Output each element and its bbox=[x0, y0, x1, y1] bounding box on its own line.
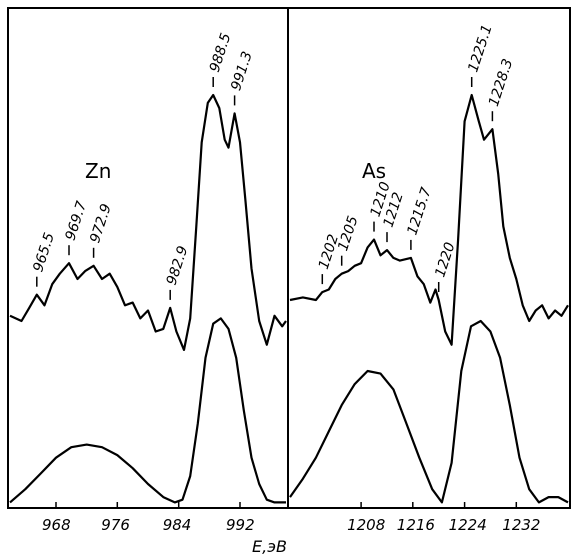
zn-x-tick-label-0: 968 bbox=[42, 516, 71, 534]
as-series-lower-line bbox=[289, 319, 569, 504]
zn-peak-label-0: 965.5 bbox=[30, 231, 58, 274]
zn-panel-label: Zn bbox=[85, 159, 111, 183]
zn-series-lower-line bbox=[9, 317, 286, 504]
zn-series-upper-line bbox=[9, 93, 287, 351]
as-series-group bbox=[289, 93, 569, 504]
zn-peak-label-4: 988.5 bbox=[207, 31, 235, 74]
zn-series-group bbox=[9, 93, 287, 504]
as-peak-label-7: 1228.3 bbox=[486, 57, 516, 109]
as-x-tick-label-1: 1216 bbox=[397, 516, 435, 534]
as-peak-label-1: 1205 bbox=[335, 214, 361, 253]
zn-x-tick-label-2: 984 bbox=[163, 516, 192, 534]
zn-x-ticks: 968 976 984 992 bbox=[42, 502, 255, 534]
as-panel: As 12021205121012121215.712201225.11228.… bbox=[287, 7, 571, 534]
as-peak-label-5: 1220 bbox=[432, 240, 458, 279]
zn-peak-label-5: 991.3 bbox=[228, 50, 256, 93]
as-peak-label-6: 1225.1 bbox=[465, 23, 495, 75]
as-panel-label: As bbox=[362, 159, 386, 183]
as-series-upper-line bbox=[289, 93, 569, 346]
as-peak-label-4: 1215.7 bbox=[404, 186, 434, 238]
as-x-tick-label-2: 1224 bbox=[449, 516, 487, 534]
x-axis-title: E,эВ bbox=[252, 537, 287, 556]
zn-peak-label-3: 982.9 bbox=[164, 244, 192, 287]
as-panel-frame bbox=[287, 7, 571, 509]
zn-x-tick-label-3: 992 bbox=[226, 516, 255, 534]
zn-x-tick-label-1: 976 bbox=[101, 516, 130, 534]
as-x-ticks: 1208 1216 1224 1232 bbox=[347, 502, 540, 534]
zn-peak-label-2: 972.9 bbox=[87, 202, 115, 245]
as-x-tick-label-3: 1232 bbox=[502, 516, 540, 534]
zn-peak-label-1: 969.7 bbox=[63, 199, 91, 242]
as-x-tick-label-0: 1208 bbox=[347, 516, 385, 534]
